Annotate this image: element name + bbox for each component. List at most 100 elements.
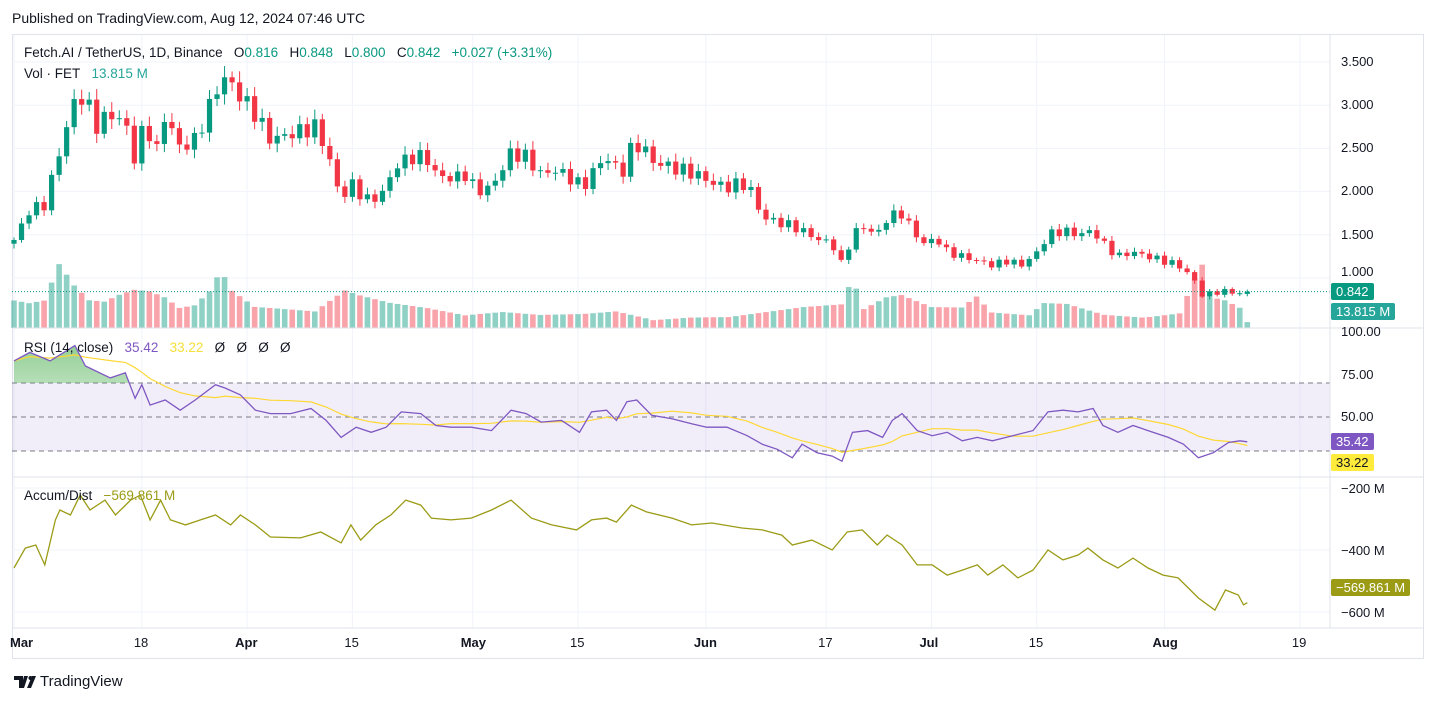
candle-body	[64, 127, 70, 157]
candle-body	[470, 179, 476, 182]
volume-bar	[1011, 314, 1017, 328]
candle-body	[665, 161, 671, 166]
volume-bar	[1124, 316, 1130, 328]
volume-bar	[928, 307, 935, 328]
candle-body	[1034, 251, 1040, 259]
candle-body	[1244, 291, 1250, 294]
rsi-tick: 100.00	[1341, 324, 1381, 339]
candle-body	[1049, 229, 1055, 245]
candle-body	[898, 210, 904, 219]
candle-body	[319, 119, 325, 146]
volume-bar	[1236, 307, 1243, 328]
price-tick: 2.500	[1341, 140, 1374, 155]
volume-bar	[695, 317, 702, 328]
volume-bar	[883, 297, 890, 328]
ad-legend[interactable]: Accum/Dist −569.861 M	[24, 488, 175, 503]
candle-body	[515, 148, 521, 162]
candle-body	[936, 238, 942, 245]
time-tick-label: May	[460, 635, 487, 650]
volume-bar	[71, 285, 77, 328]
volume-bar	[988, 312, 995, 328]
candle-body	[1019, 259, 1025, 267]
candle-body	[289, 134, 295, 139]
candle-body	[364, 194, 371, 200]
candle-body	[26, 215, 32, 224]
time-tick-label: Mar	[10, 635, 34, 650]
candle-body	[1192, 272, 1198, 281]
price-tick: 3.000	[1341, 97, 1374, 112]
volume-bar	[642, 318, 649, 328]
rsi-ma-line	[13, 354, 1248, 453]
volume-bar	[1026, 315, 1032, 328]
volume-bar	[244, 301, 250, 328]
volume-bar	[417, 307, 423, 328]
volume-legend[interactable]: Vol · FET 13.815 M	[24, 66, 148, 81]
tradingview-logo[interactable]: TradingView	[14, 673, 123, 690]
volume-bar	[492, 312, 499, 328]
volume-bar	[319, 306, 326, 328]
candle-body	[334, 159, 340, 187]
volume-bar	[913, 301, 920, 328]
volume-bar	[206, 291, 213, 328]
symbol-legend[interactable]: Fetch.AI / TetherUS, 1D, Binance O0.816 …	[24, 45, 552, 60]
volume-bar	[575, 314, 581, 328]
candle-body	[379, 190, 386, 202]
candle-body	[357, 179, 363, 200]
candle-body	[1154, 255, 1160, 260]
candle-body	[477, 179, 483, 196]
candle-body	[56, 156, 62, 175]
volume-bar	[484, 313, 491, 328]
volume-label: Vol · FET	[24, 66, 81, 81]
candle-body	[237, 82, 243, 102]
candle-body	[650, 146, 656, 163]
ad-tick: −600 M	[1341, 605, 1385, 620]
volume-bar	[530, 314, 536, 328]
volume-bar	[101, 301, 108, 328]
volume-bar	[973, 296, 980, 328]
rsi-extra: Ø	[258, 340, 269, 355]
rsi-legend[interactable]: RSI (14, close) 35.42 33.22 Ø Ø Ø Ø	[24, 340, 291, 355]
volume-bar	[838, 304, 844, 328]
volume-bar	[1244, 322, 1251, 328]
volume-bar	[500, 312, 506, 328]
time-tick-label: Jun	[693, 635, 717, 650]
price-tick: 3.500	[1341, 54, 1374, 69]
volume-bar	[718, 317, 724, 328]
volume-bar	[146, 291, 153, 328]
volume-bar	[943, 307, 950, 328]
time-tick-label: 19	[1291, 635, 1307, 650]
low-value: 0.800	[351, 45, 386, 60]
tradingview-logo-icon	[14, 675, 36, 688]
volume-bar	[1033, 309, 1040, 328]
volume-bar	[236, 296, 243, 328]
candle-body	[131, 125, 137, 164]
volume-bar	[996, 313, 1002, 328]
volume-bar	[1146, 316, 1153, 328]
volume-bar	[176, 307, 183, 328]
ad-value: −569.861 M	[103, 488, 176, 503]
candle-body	[725, 181, 731, 193]
volume-bar	[612, 311, 619, 328]
candle-body	[492, 180, 498, 186]
volume-bar	[432, 309, 438, 328]
candle-body	[79, 99, 85, 105]
candle-body	[801, 228, 807, 233]
volume-bar	[312, 311, 318, 328]
volume-bar	[1064, 303, 1070, 328]
candle-body	[1101, 238, 1107, 241]
rsi-ma-tag: 33.22	[1331, 454, 1374, 471]
volume-bar	[936, 307, 942, 328]
volume-bar	[214, 277, 220, 328]
candle-body	[402, 154, 408, 169]
candle-body	[139, 125, 145, 164]
volume-bar	[860, 309, 867, 328]
candle-body	[763, 209, 769, 220]
candle-body	[785, 220, 792, 228]
volume-bar	[951, 307, 957, 328]
volume-bar	[590, 313, 596, 328]
candle-body	[1229, 289, 1235, 294]
candle-body	[943, 244, 950, 248]
volume-bar	[1184, 295, 1190, 328]
rsi-label: RSI (14, close)	[24, 340, 114, 355]
